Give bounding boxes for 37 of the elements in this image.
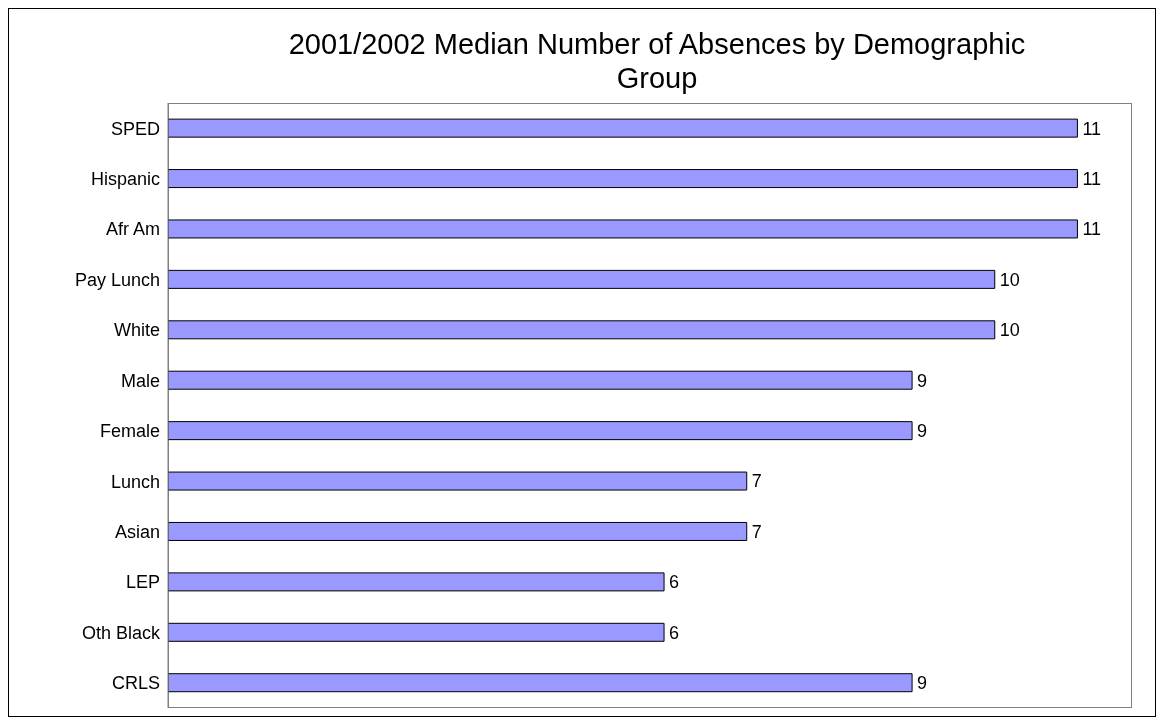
y-tick-label: White [113,320,160,341]
bar [168,521,748,541]
bar [168,673,913,693]
y-tick-label: Hispanic [90,169,160,190]
data-label: 11 [1082,219,1102,240]
bar [168,219,1078,239]
bar [168,421,913,441]
chart-title: 2001/2002 Median Number of Absences by Demographic Group [287,27,1027,95]
bar [168,471,748,491]
data-label: 9 [917,370,928,391]
y-tick-label: Male [120,370,160,391]
data-label: 10 [999,269,1020,290]
y-tick-label: Asian [114,521,160,542]
y-tick-label: SPED [110,118,160,139]
data-label: 9 [917,673,928,694]
data-label: 11 [1082,168,1102,189]
data-label: 7 [751,471,762,492]
y-tick-label: Pay Lunch [74,269,160,290]
y-tick-label: Afr Am [105,219,160,240]
bar [168,572,665,592]
data-label: 9 [917,421,928,442]
bar [168,370,913,390]
bar [168,118,1078,138]
data-label: 11 [1082,118,1102,139]
y-tick-label: LEP [125,572,160,593]
bar [168,320,996,340]
data-label: 10 [999,320,1020,341]
bar [168,622,665,642]
y-tick-label: Oth Black [81,622,161,643]
y-tick-label: CRLS [111,673,160,694]
bar [168,169,1078,189]
y-tick-label: Lunch [110,471,160,492]
bar [168,269,996,289]
y-tick-label: Female [99,421,160,442]
data-label: 6 [669,622,680,643]
data-label: 7 [751,521,762,542]
data-label: 6 [669,572,680,593]
